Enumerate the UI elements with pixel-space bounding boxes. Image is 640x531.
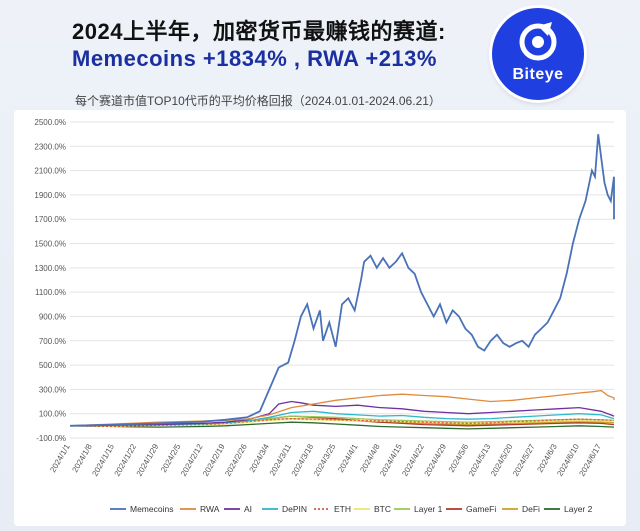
legend-label: DeFi: [522, 504, 540, 514]
legend-label: BTC: [374, 504, 391, 514]
x-tick-label: 2024/1/8: [71, 442, 95, 474]
y-tick-label: 300.0%: [39, 385, 66, 394]
x-tick-label: 2024/5/27: [511, 442, 537, 478]
x-tick-label: 2024/1/1: [48, 442, 72, 474]
series-line-layer-2: [69, 421, 615, 430]
y-tick-label: 2100.0%: [34, 167, 66, 176]
legend-label: GameFi: [466, 504, 496, 514]
x-tick-label: 2024/4/8: [358, 442, 382, 474]
y-tick-label: 1900.0%: [34, 191, 66, 200]
headline-highlight: Memecoins +1834% , RWA +213%: [72, 46, 437, 71]
x-tick-label: 2024/3/4: [248, 442, 272, 474]
legend-label: Layer 1: [414, 504, 443, 514]
series-line-btc: [69, 418, 615, 427]
legend-label: ETH: [334, 504, 351, 514]
line-chart: -100.0% 100.0% 300.0% 500.0% 700.0% 900.0% 110…: [34, 118, 615, 514]
y-tick-label: 900.0%: [39, 312, 66, 321]
logo-mark-icon: [519, 22, 557, 61]
y-tick-label: 2300.0%: [34, 142, 66, 151]
x-tick-label: 2024/6/17: [577, 442, 603, 478]
y-tick-label: 100.0%: [39, 410, 66, 419]
y-tick-label: 1300.0%: [34, 264, 66, 273]
y-tick-label: 700.0%: [39, 337, 66, 346]
series-line-memecoins: [69, 134, 615, 427]
y-tick-label: 1700.0%: [34, 215, 66, 224]
x-tick-label: 2024/4/29: [423, 442, 449, 478]
series-line-ai: [69, 400, 615, 427]
x-tick-label: 2024/2/5: [159, 442, 183, 474]
x-tick-label: 2024/1/29: [135, 442, 161, 478]
headline: 2024上半年，加密货币最赚钱的赛道:: [72, 19, 446, 44]
legend-label: Memecoins: [130, 504, 173, 514]
chart-subtitle: 每个赛道市值TOP10代币的平均价格回报（2024.01.01-2024.06.…: [75, 94, 441, 108]
y-tick-label: -100.0%: [36, 434, 66, 443]
y-tick-label: 500.0%: [39, 361, 66, 370]
series-line-eth: [69, 417, 615, 428]
legend-label: RWA: [200, 504, 220, 514]
legend-label: AI: [244, 504, 252, 514]
chart-panel: -100.0% 100.0% 300.0% 500.0% 700.0% 900.0% 110…: [14, 110, 626, 526]
x-tick-label: 2024/6/3: [535, 442, 559, 474]
x-tick-label: 2024/5/6: [447, 442, 471, 474]
legend-label: Layer 2: [564, 504, 593, 514]
y-tick-label: 2500.0%: [34, 118, 66, 127]
x-tick-label: 2024/3/25: [312, 442, 338, 478]
x-tick-label: 2024/4/1: [336, 442, 360, 474]
y-tick-label: 1100.0%: [35, 288, 66, 297]
legend-label: DePIN: [282, 504, 307, 514]
biteye-logo: Biteye: [492, 8, 584, 100]
y-tick-label: 1500.0%: [34, 240, 66, 249]
x-tick-label: 2024/2/26: [223, 442, 249, 478]
logo-text: Biteye: [512, 66, 564, 83]
